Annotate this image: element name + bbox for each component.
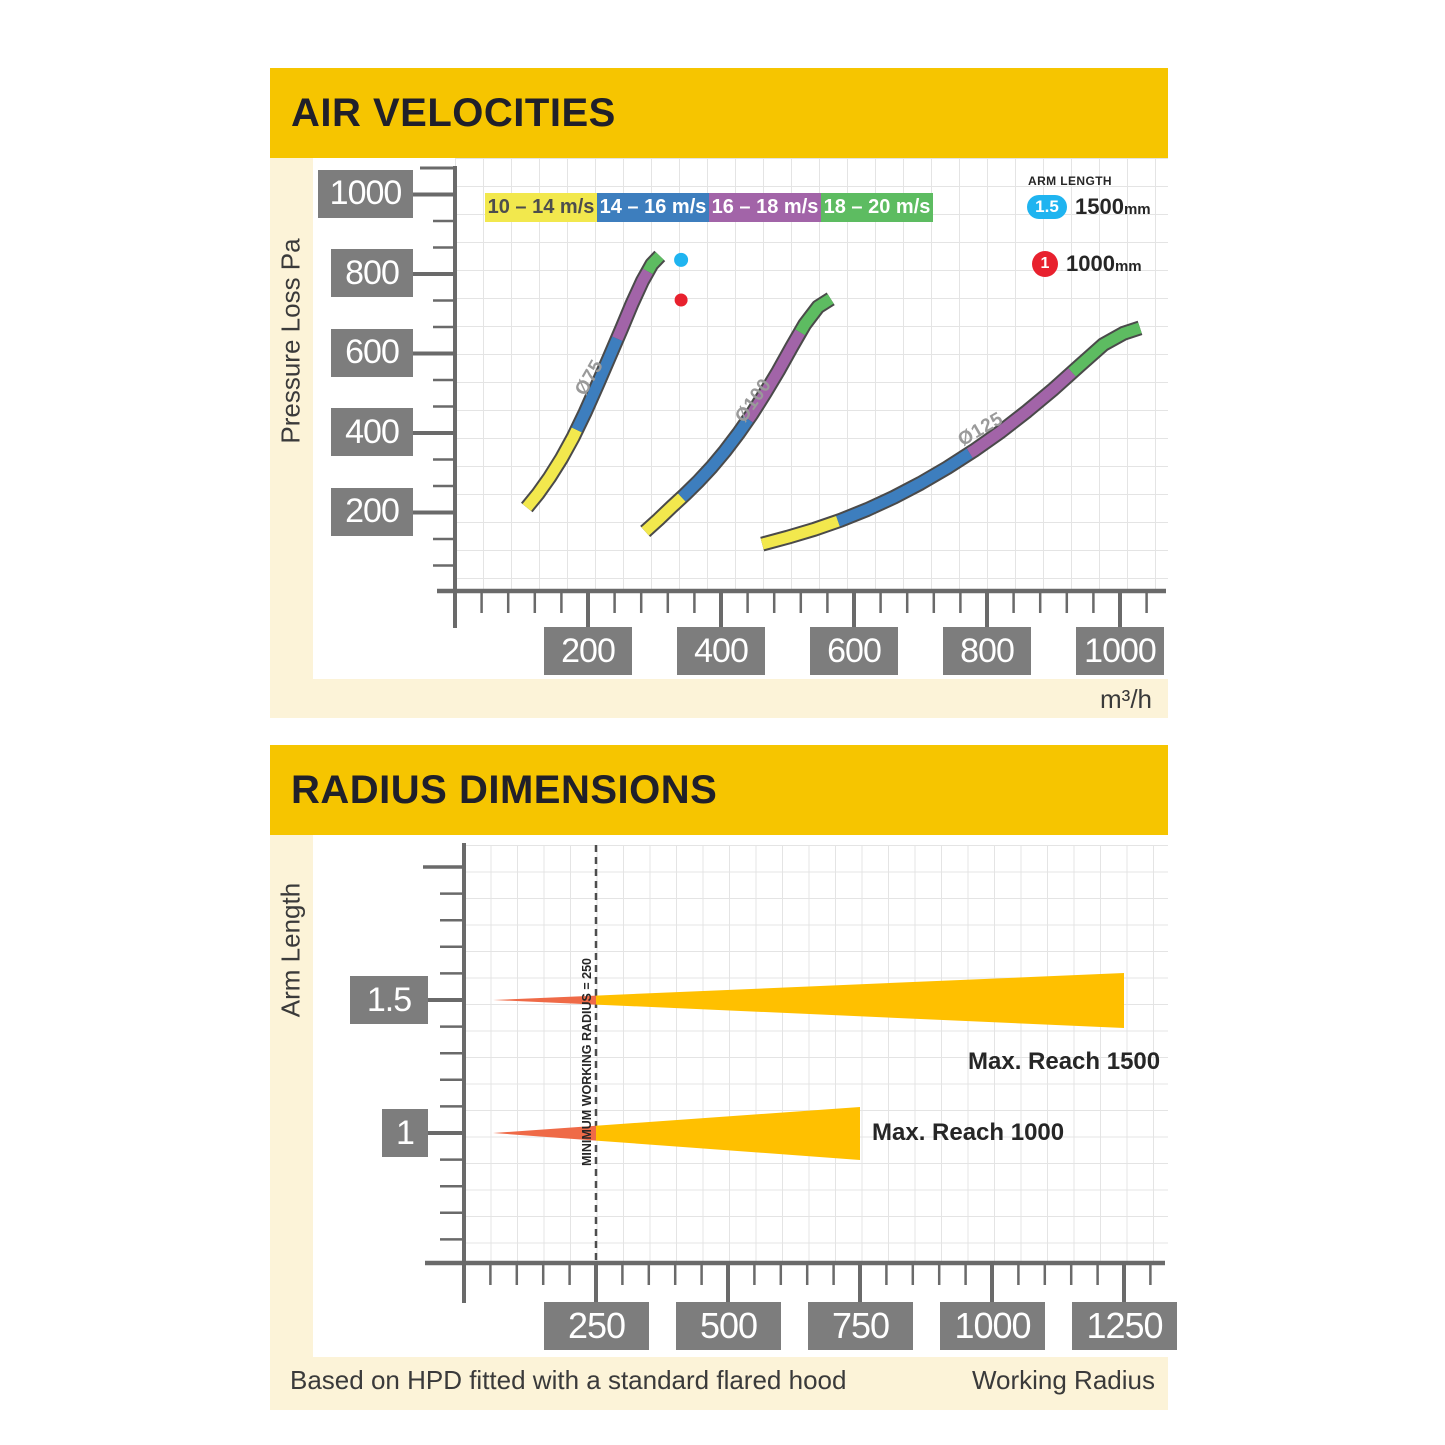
radius-dimensions-header: RADIUS DIMENSIONS [270,745,1168,835]
arm-marker-1 [674,293,688,307]
arm-marker-1.5 [674,252,689,267]
radius-chart-grid [464,845,1168,1263]
velocity-band-16–18m/s: 16 – 18 m/s [709,193,821,222]
pressure-tick-400: 400 [331,408,413,456]
curve-band-Ø75-0 [522,427,582,511]
footnote-text: Based on HPD fitted with a standard flar… [290,1365,847,1395]
wedge-min-zone-1.5 [493,995,596,1005]
velocity-band-10–14m/s: 10 – 14 m/s [485,193,597,222]
radius-tick-500: 500 [676,1302,781,1350]
air-chart-canvas [413,166,1166,628]
air-velocities-panel: AIR VELOCITIES Pressure Loss Pa m³/h 100… [270,68,1168,718]
radius-tick-1250: 1250 [1072,1302,1177,1350]
radius-footer-strip [270,1357,1168,1410]
pressure-tick-1000: 1000 [318,169,413,218]
radius-tick-250: 250 [544,1302,649,1350]
arm-tick-1.5: 1.5 [350,976,428,1024]
curve-band-Ø100-1 [678,416,753,502]
curve-band-Ø125-1 [835,448,973,527]
arm-length-item-1500: 1.5 1500mm [1027,194,1151,220]
flow-unit-strip [270,679,1168,718]
air-velocities-header: AIR VELOCITIES [270,68,1168,158]
curve-band-Ø100-3 [795,294,834,336]
pressure-tick-600: 600 [331,328,413,377]
minimum-working-radius-note: MINIMUM WORKING RADIUS = 250 [580,958,594,1167]
arm-tick-1: 1 [382,1109,428,1157]
curve-band-Ø125-0 [760,515,840,550]
radius-dimensions-title: RADIUS DIMENSIONS [291,767,718,812]
curve-band-Ø125-3 [1068,322,1142,377]
curve-band-Ø75-3 [643,252,664,275]
pressure-tick-200: 200 [331,487,413,536]
arm-unit: mm [1123,201,1151,218]
max-reach-label-1.5: Max. Reach 1500 [968,1048,1161,1075]
curve-band-Ø100-2 [743,329,805,423]
arm-badge-1.5: 1.5 [1027,195,1067,219]
max-reach-label-1: Max. Reach 1000 [872,1119,1065,1146]
radius-tick-750: 750 [808,1302,913,1350]
pressure-tick-800: 800 [331,249,413,297]
curve-band-Ø125-2 [966,368,1076,458]
flow-tick-800: 800 [943,627,1031,675]
working-radius-axis-label: Working Radius [971,1365,1155,1395]
velocity-legend: 10 – 14 m/s 14 – 16 m/s 16 – 18 m/s 18 – 20… [485,193,933,222]
arm-badge-1: 1 [1032,251,1058,277]
velocity-band-18–20m/s: 18 – 20 m/s [821,193,933,222]
arm-unit: mm [1114,258,1142,275]
arm-length-item-1000: 1 1000mm [1032,251,1142,277]
arm-length-legend-heading: ARM LENGTH [1028,174,1112,188]
flow-unit-label: m³/h [1100,684,1152,714]
arm-axis-strip [270,835,313,1357]
curve-band-Ø75-2 [612,268,653,341]
flow-tick-200: 200 [544,627,632,675]
wedge-reach-1 [596,1107,860,1160]
radius-tick-1000: 1000 [940,1302,1045,1350]
flow-tick-600: 600 [810,627,898,675]
air-velocities-title: AIR VELOCITIES [291,90,616,135]
flow-tick-400: 400 [677,627,765,675]
arm-value-1500: 1500mm [1075,194,1151,219]
radius-dimensions-panel: RADIUS DIMENSIONS Arm Length 1.5 1 250 500… [270,745,1177,1410]
radius-chart-canvas [423,843,1165,1303]
air-chart-grid [455,158,1168,592]
wedge-min-zone-1 [493,1125,596,1141]
flow-tick-1000: 1000 [1076,627,1164,675]
velocity-band-14–16m/s: 14 – 16 m/s [597,193,709,222]
wedge-reach-1.5 [596,973,1124,1028]
pressure-axis-strip [270,158,313,718]
arm-value-1000: 1000mm [1066,251,1142,276]
curve-band-Ø100-0 [641,493,686,536]
curve-band-Ø75-1 [571,336,623,433]
